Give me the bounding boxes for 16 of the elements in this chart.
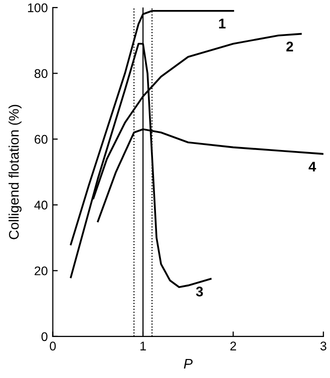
series-label: 2	[286, 42, 294, 52]
y-tick-label: 60	[34, 134, 48, 144]
y-tick-label: 80	[34, 69, 48, 78]
x-axis-title: P	[184, 359, 193, 369]
x-tick-label: 0	[50, 342, 56, 350]
series-label: 4	[308, 162, 316, 172]
series-label: 1	[219, 18, 226, 28]
x-tick-label: 3	[320, 342, 326, 350]
series-label: 3	[196, 286, 203, 297]
y-tick-label: 40	[34, 200, 48, 210]
y-tick-label: 0	[41, 332, 48, 342]
x-tick-label: 1	[140, 342, 146, 350]
y-axis-title: Colligend flotation (%)	[8, 104, 22, 240]
y-tick-label: 20	[34, 266, 48, 276]
x-tick-label: 2	[230, 342, 236, 350]
y-tick-label: 100	[28, 3, 48, 12]
